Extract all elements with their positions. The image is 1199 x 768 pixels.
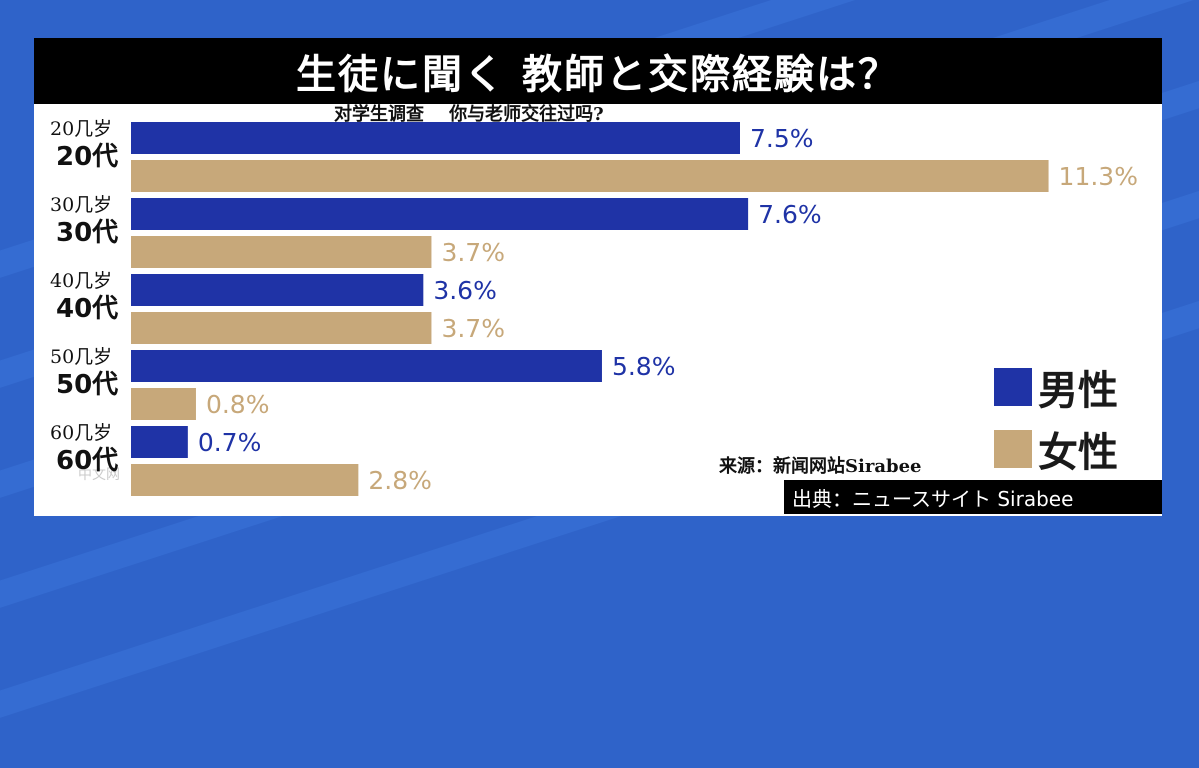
bar-male-2 — [131, 198, 749, 230]
category-label-3: 40代 — [56, 294, 119, 324]
value-label-female-1: 11.3% — [1059, 162, 1138, 191]
watermark: 中文网 — [78, 467, 120, 483]
value-label-male-2: 7.6% — [758, 200, 822, 229]
value-label-female-5: 2.8% — [368, 466, 432, 495]
legend-male-label: 男性 — [1038, 368, 1118, 414]
category-label-cn-1: 20几岁 — [50, 118, 113, 140]
category-label-5: 60代 — [56, 446, 119, 476]
bar-female-2 — [131, 236, 432, 268]
source-bar: 出典：ニュースサイト Sirabee — [784, 480, 1162, 514]
legend-female-swatch — [994, 430, 1032, 468]
bar-male-1 — [131, 122, 740, 154]
chart-panel: 生徒に聞く 教師と交際経験は？ 对学生调查 你与老师交往过吗? 7.5% 11.3… — [34, 38, 1162, 516]
legend-male: 男性 — [994, 358, 1118, 416]
category-label-4: 50代 — [56, 370, 119, 400]
category-label-cn-3: 40几岁 — [50, 270, 113, 292]
category-label-2: 30代 — [56, 218, 119, 248]
chart-subtitle: 对学生调查 你与老师交往过吗? — [334, 104, 604, 125]
chart-title: 生徒に聞く 教師と交際経験は？ — [296, 52, 900, 98]
value-label-male-3: 3.6% — [433, 276, 497, 305]
value-label-female-2: 3.7% — [441, 238, 505, 267]
category-label-cn-5: 60几岁 — [50, 422, 113, 444]
legend-female: 女性 — [994, 420, 1118, 478]
category-label-cn-2: 30几岁 — [50, 194, 113, 216]
value-label-female-4: 0.8% — [206, 390, 270, 419]
value-label-male-5: 0.7% — [198, 428, 262, 457]
value-label-male-4: 5.8% — [612, 352, 676, 381]
legend-female-label: 女性 — [1038, 430, 1118, 476]
category-label-cn-4: 50几岁 — [50, 346, 113, 368]
bar-female-1 — [131, 160, 1049, 192]
value-label-male-1: 7.5% — [750, 124, 814, 153]
source-chinese: 来源：新闻网站Sirabee — [719, 456, 922, 477]
bar-female-3 — [131, 312, 432, 344]
bar-female-5 — [131, 464, 359, 496]
bar-male-3 — [131, 274, 424, 306]
legend-male-swatch — [994, 368, 1032, 406]
bar-male-4 — [131, 350, 602, 382]
bar-female-4 — [131, 388, 196, 420]
category-label-1: 20代 — [56, 142, 119, 172]
title-bar: 生徒に聞く 教師と交際経験は？ — [34, 38, 1162, 104]
bar-chart: 7.5% 11.3% 7.6% 3.7% 3.6% 3.7% 5.8% 0.8% 0.7% 2.8… — [131, 122, 1138, 496]
bar-male-5 — [131, 426, 188, 458]
value-label-female-3: 3.7% — [441, 314, 505, 343]
source-japanese: 出典：ニュースサイト Sirabee — [792, 486, 1074, 511]
